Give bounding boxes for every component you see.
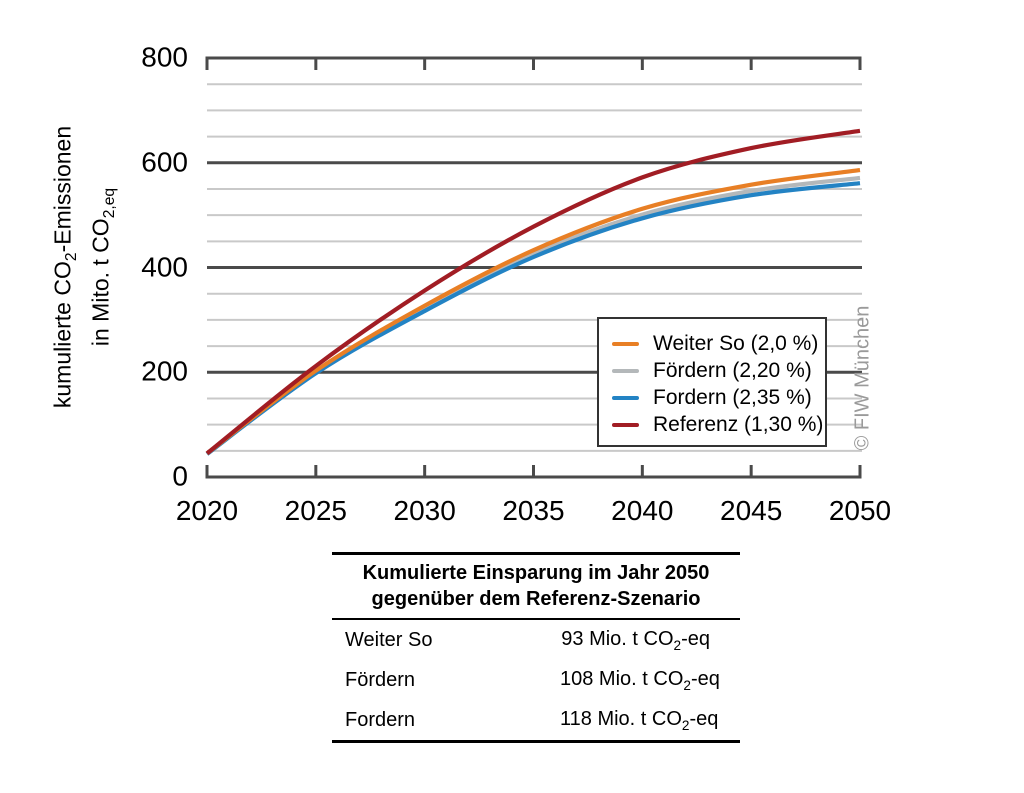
- y-axis-title-subscript: 2: [63, 252, 80, 262]
- scenario-name-cell: Fördern: [345, 668, 416, 691]
- savings-value-cell: 93 Mio. t CO2-eq: [561, 627, 710, 653]
- legend-item-label: Referenz (1,30 %): [653, 412, 824, 436]
- savings-value-cell: 118 Mio. t CO2-eq: [560, 707, 719, 733]
- y-axis-tick-label: 0: [172, 460, 188, 492]
- legend-item: Referenz (1,30 %): [612, 411, 825, 438]
- chart-legend: Weiter So (2,0 %) Fördern (2,20 %) Fordern…: [597, 317, 827, 447]
- legend-item-label: Weiter So (2,0 %): [653, 331, 819, 355]
- legend-item: Weiter So (2,0 %): [612, 330, 825, 357]
- x-axis-tick-label: 2050: [828, 495, 892, 526]
- x-axis-tick-label: 2030: [393, 495, 456, 526]
- savings-value-cell: 108 Mio. t CO2-eq: [560, 667, 720, 693]
- y-axis-tick-label: 600: [141, 146, 188, 178]
- x-axis-tick-label: 2045: [720, 495, 783, 526]
- y-axis-title-line1: kumulierte CO2-Emissionen: [48, 126, 86, 408]
- y-axis-tick-label: 400: [141, 250, 188, 282]
- legend-line-swatch: [612, 395, 639, 400]
- legend-line-swatch: [612, 422, 639, 427]
- savings-table-row: Weiter So 93 Mio. t CO2-eq: [332, 620, 740, 660]
- y-axis-tick-label: 200: [141, 355, 188, 387]
- scenario-name-cell: Fordern: [345, 708, 416, 731]
- legend-line-swatch: [612, 368, 639, 373]
- savings-table-header-line2: gegenüber dem Referenz-Szenario: [371, 588, 701, 610]
- x-axis-tick-label: 2040: [611, 495, 674, 526]
- legend-item-label: Fordern (2,35 %): [653, 385, 812, 409]
- savings-table-row: Fordern 118 Mio. t CO2-eq: [332, 700, 740, 740]
- y-axis-title-subscript: 2,eq: [100, 187, 118, 219]
- legend-item: Fordern (2,35 %): [612, 384, 825, 411]
- savings-table: Kumulierte Einsparung im Jahr 2050 gegen…: [332, 552, 740, 743]
- series-line-2: [205, 181, 861, 456]
- y-axis-tick-label: 800: [141, 41, 188, 73]
- scenario-name-cell: Weiter So: [345, 628, 433, 651]
- legend-item: Fördern (2,20 %): [612, 357, 825, 384]
- y-axis-title-text: -Emissionen: [49, 125, 76, 253]
- series-line-3: [205, 128, 861, 456]
- legend-item-label: Fördern (2,20 %): [653, 358, 812, 382]
- series-line-0: [205, 168, 861, 456]
- legend-line-swatch: [612, 341, 639, 346]
- savings-table-row: Fördern 108 Mio. t CO2-eq: [332, 660, 740, 700]
- y-axis-title-text: kumulierte CO: [49, 261, 76, 409]
- savings-table-header-line1: Kumulierte Einsparung im Jahr 2050: [362, 562, 710, 584]
- savings-table-body: Weiter So 93 Mio. t CO2-eq Fördern 108 Mio.…: [332, 620, 740, 740]
- savings-table-header: Kumulierte Einsparung im Jahr 2050 gegen…: [332, 555, 740, 620]
- x-axis-tick-label: 2020: [175, 495, 239, 526]
- x-axis-tick-label: 2025: [284, 495, 347, 526]
- x-axis-tick-label: 2035: [502, 495, 565, 526]
- watermark-credit: © FIW München: [851, 305, 874, 451]
